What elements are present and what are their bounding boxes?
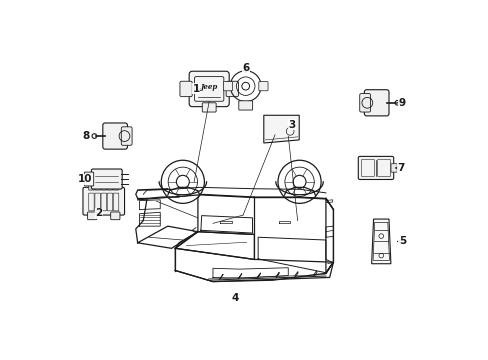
FancyBboxPatch shape — [202, 103, 216, 112]
FancyBboxPatch shape — [83, 187, 124, 215]
Text: 10: 10 — [78, 174, 92, 184]
FancyBboxPatch shape — [102, 123, 127, 149]
FancyBboxPatch shape — [107, 185, 112, 190]
FancyBboxPatch shape — [101, 185, 106, 190]
FancyBboxPatch shape — [87, 212, 97, 220]
FancyBboxPatch shape — [110, 212, 120, 220]
Text: 2: 2 — [95, 208, 102, 219]
FancyBboxPatch shape — [390, 164, 396, 172]
FancyBboxPatch shape — [113, 185, 119, 190]
Polygon shape — [263, 115, 299, 143]
FancyBboxPatch shape — [84, 172, 94, 186]
FancyBboxPatch shape — [88, 185, 94, 190]
Text: 7: 7 — [397, 163, 404, 173]
FancyBboxPatch shape — [189, 71, 229, 107]
FancyBboxPatch shape — [359, 94, 370, 112]
Text: 1: 1 — [192, 84, 199, 94]
FancyBboxPatch shape — [364, 90, 388, 116]
Text: 8: 8 — [82, 131, 89, 141]
FancyBboxPatch shape — [180, 81, 192, 96]
FancyBboxPatch shape — [225, 81, 238, 96]
FancyBboxPatch shape — [91, 169, 122, 189]
FancyBboxPatch shape — [238, 101, 252, 110]
Text: 4: 4 — [231, 293, 238, 303]
Polygon shape — [371, 219, 390, 264]
Text: 3: 3 — [288, 120, 295, 130]
Text: 5: 5 — [398, 237, 405, 246]
FancyBboxPatch shape — [95, 185, 100, 190]
FancyBboxPatch shape — [121, 127, 132, 145]
Text: 9: 9 — [398, 98, 405, 108]
Text: 6: 6 — [242, 63, 249, 73]
Text: Jeep: Jeep — [200, 84, 217, 91]
FancyBboxPatch shape — [358, 156, 393, 180]
FancyBboxPatch shape — [258, 82, 267, 91]
FancyBboxPatch shape — [223, 82, 232, 91]
